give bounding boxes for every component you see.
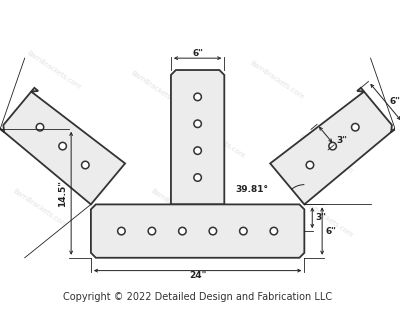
Circle shape [194,120,201,128]
Circle shape [329,142,336,150]
Text: BarnBrackets.com: BarnBrackets.com [26,50,82,90]
Text: BarnBrackets.com: BarnBrackets.com [298,134,354,174]
Circle shape [306,161,314,169]
Circle shape [240,227,247,235]
Polygon shape [270,88,395,204]
Text: 24": 24" [189,271,206,280]
Text: BarnBrackets.com: BarnBrackets.com [150,188,206,229]
Circle shape [179,227,186,235]
Text: BarnBrackets.com: BarnBrackets.com [130,70,186,110]
Circle shape [194,147,201,154]
Text: 14.5": 14.5" [58,180,67,207]
Polygon shape [91,204,304,258]
Text: Copyright © 2022 Detailed Design and Fabrication LLC: Copyright © 2022 Detailed Design and Fab… [63,292,332,302]
Circle shape [59,142,66,150]
Text: 6": 6" [326,226,336,235]
Text: BarnBrackets.com: BarnBrackets.com [51,129,107,169]
Circle shape [82,161,89,169]
Circle shape [270,227,278,235]
Polygon shape [0,88,125,204]
Circle shape [118,227,125,235]
Circle shape [209,227,217,235]
Text: BarnBrackets.com: BarnBrackets.com [249,60,305,100]
Text: 39.81°: 39.81° [236,185,268,194]
Text: BarnBrackets.com: BarnBrackets.com [298,198,354,239]
Polygon shape [171,70,224,204]
Text: BarnBrackets.com: BarnBrackets.com [189,119,246,159]
Circle shape [36,124,44,131]
Text: 3": 3" [316,213,327,222]
Text: 6": 6" [390,97,400,107]
Circle shape [194,93,201,101]
Circle shape [352,124,359,131]
Circle shape [148,227,156,235]
Circle shape [194,174,201,181]
Text: BarnBrackets.com: BarnBrackets.com [12,188,68,229]
Text: 6": 6" [192,49,203,58]
Text: 3": 3" [336,136,348,145]
